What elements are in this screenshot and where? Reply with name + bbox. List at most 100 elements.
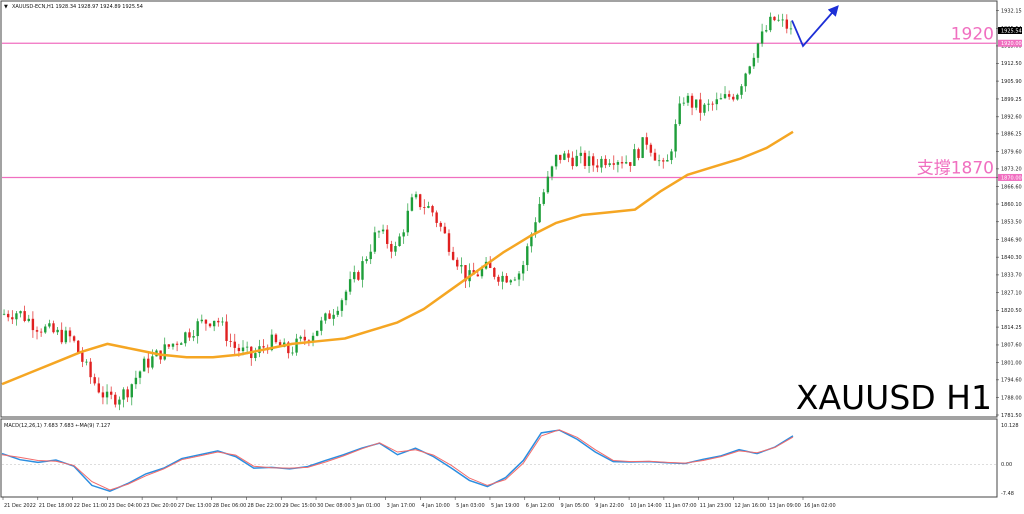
candle-body bbox=[212, 320, 216, 327]
candle-body bbox=[641, 137, 644, 158]
candle-body bbox=[398, 236, 401, 247]
time-tick-label: 16 Jan 02:00 bbox=[804, 503, 836, 509]
candle-body bbox=[517, 273, 521, 280]
candle-body bbox=[723, 94, 727, 99]
candle-body bbox=[204, 319, 208, 324]
candle-body bbox=[649, 144, 653, 153]
candle-body bbox=[583, 152, 587, 166]
candle-body bbox=[526, 246, 529, 266]
candle-body bbox=[690, 95, 694, 108]
candle-body bbox=[56, 329, 59, 333]
candle-body bbox=[225, 321, 228, 341]
candle-body bbox=[620, 162, 624, 164]
candle-body bbox=[674, 124, 677, 152]
price-tick-label: 1833.70 bbox=[1001, 273, 1022, 279]
macd-series-line bbox=[1, 429, 794, 491]
candle-body bbox=[303, 336, 307, 341]
level-price-tag: 1920.00 bbox=[1001, 41, 1022, 47]
candle-body bbox=[394, 246, 397, 252]
support-resistance-levels: 1920 1920.00 支撐1870 1870.00 bbox=[2, 24, 1022, 181]
candle-body bbox=[451, 251, 455, 260]
time-tick-label: 13 Jan 09:00 bbox=[769, 503, 801, 509]
price-tick-label: 1794.60 bbox=[1001, 378, 1022, 384]
time-tick-label: 27 Dec 13:00 bbox=[178, 503, 212, 509]
candle-body bbox=[48, 323, 51, 327]
candle-body bbox=[727, 94, 731, 97]
candle-body bbox=[493, 267, 496, 277]
candle-body bbox=[11, 317, 14, 320]
candle-body bbox=[114, 394, 117, 405]
candle-body bbox=[435, 212, 438, 223]
time-tick-label: 29 Dec 15:00 bbox=[282, 503, 316, 509]
candle-body bbox=[670, 151, 673, 161]
candle-body bbox=[324, 313, 327, 321]
candle-body bbox=[377, 231, 381, 233]
candle-body bbox=[77, 340, 80, 353]
candle-body bbox=[31, 318, 35, 331]
candle-body bbox=[19, 311, 22, 314]
candle-body bbox=[44, 326, 47, 333]
time-tick-label: 23 Dec 20:00 bbox=[143, 503, 177, 509]
candle-body bbox=[534, 222, 537, 235]
macd-tick-label: -7.48 bbox=[1001, 491, 1014, 497]
candle-body bbox=[233, 341, 236, 348]
candle-body bbox=[23, 311, 26, 321]
time-tick-label: 10 Jan 14:00 bbox=[630, 503, 662, 509]
candle-body bbox=[105, 391, 109, 398]
candle-body bbox=[6, 313, 10, 318]
price-tick-label: 1781.50 bbox=[1001, 413, 1022, 419]
candle-body bbox=[221, 321, 224, 323]
candle-body bbox=[488, 261, 492, 268]
candle-body bbox=[142, 358, 146, 372]
candle-body bbox=[320, 320, 323, 331]
projection-arrow-line bbox=[791, 5, 839, 48]
candle-body bbox=[715, 99, 718, 105]
symbol-collapse-icon[interactable]: ▼ bbox=[4, 4, 8, 10]
price-tick-label: 1873.20 bbox=[1001, 167, 1022, 173]
price-tick-label: 1866.60 bbox=[1001, 184, 1022, 190]
level-label: 1920 bbox=[951, 24, 994, 44]
candle-body bbox=[229, 340, 232, 342]
candle-body bbox=[101, 392, 105, 398]
price-tick-label: 1840.30 bbox=[1001, 255, 1022, 261]
candle-body bbox=[418, 194, 422, 208]
candle-body bbox=[550, 166, 554, 177]
projection-arrow bbox=[791, 5, 839, 48]
candle-body bbox=[657, 160, 661, 162]
time-tick-label: 22 Dec 11:00 bbox=[74, 503, 108, 509]
candle-body bbox=[348, 279, 352, 292]
candle-body bbox=[130, 384, 133, 398]
candle-body bbox=[575, 155, 578, 167]
candle-body bbox=[122, 389, 125, 400]
candle-body bbox=[175, 343, 179, 345]
time-tick-label: 23 Dec 04:00 bbox=[108, 503, 142, 509]
candle-body bbox=[369, 251, 372, 260]
candle-body bbox=[109, 391, 113, 395]
candle-body bbox=[756, 43, 760, 58]
candle-body bbox=[208, 323, 212, 327]
time-tick-label: 5 Jan 03:00 bbox=[456, 503, 484, 509]
candle-body bbox=[752, 57, 756, 67]
level-price-box bbox=[998, 39, 1022, 47]
candle-body bbox=[765, 30, 768, 32]
candle-body bbox=[81, 352, 84, 362]
candle-body bbox=[694, 99, 698, 108]
candle-body bbox=[262, 346, 265, 348]
moving-average bbox=[1, 130, 794, 386]
candle-body bbox=[501, 275, 504, 282]
candle-body bbox=[505, 275, 508, 283]
candle-body bbox=[64, 330, 68, 343]
candle-body bbox=[89, 361, 92, 378]
candle-body bbox=[291, 352, 294, 354]
current-price-box bbox=[998, 27, 1022, 34]
candle-body bbox=[480, 268, 484, 277]
symbol-header: XAUUSD-ECN,H1 1928.34 1928.97 1924.89 19… bbox=[12, 4, 143, 10]
candle-body bbox=[423, 207, 426, 208]
candle-body bbox=[332, 314, 335, 319]
time-tick-label: 9 Jan 22:00 bbox=[595, 503, 623, 509]
candle-body bbox=[315, 330, 319, 336]
candle-body bbox=[645, 137, 648, 145]
price-tick-label: 1801.00 bbox=[1001, 360, 1022, 366]
candle-body bbox=[563, 153, 566, 160]
